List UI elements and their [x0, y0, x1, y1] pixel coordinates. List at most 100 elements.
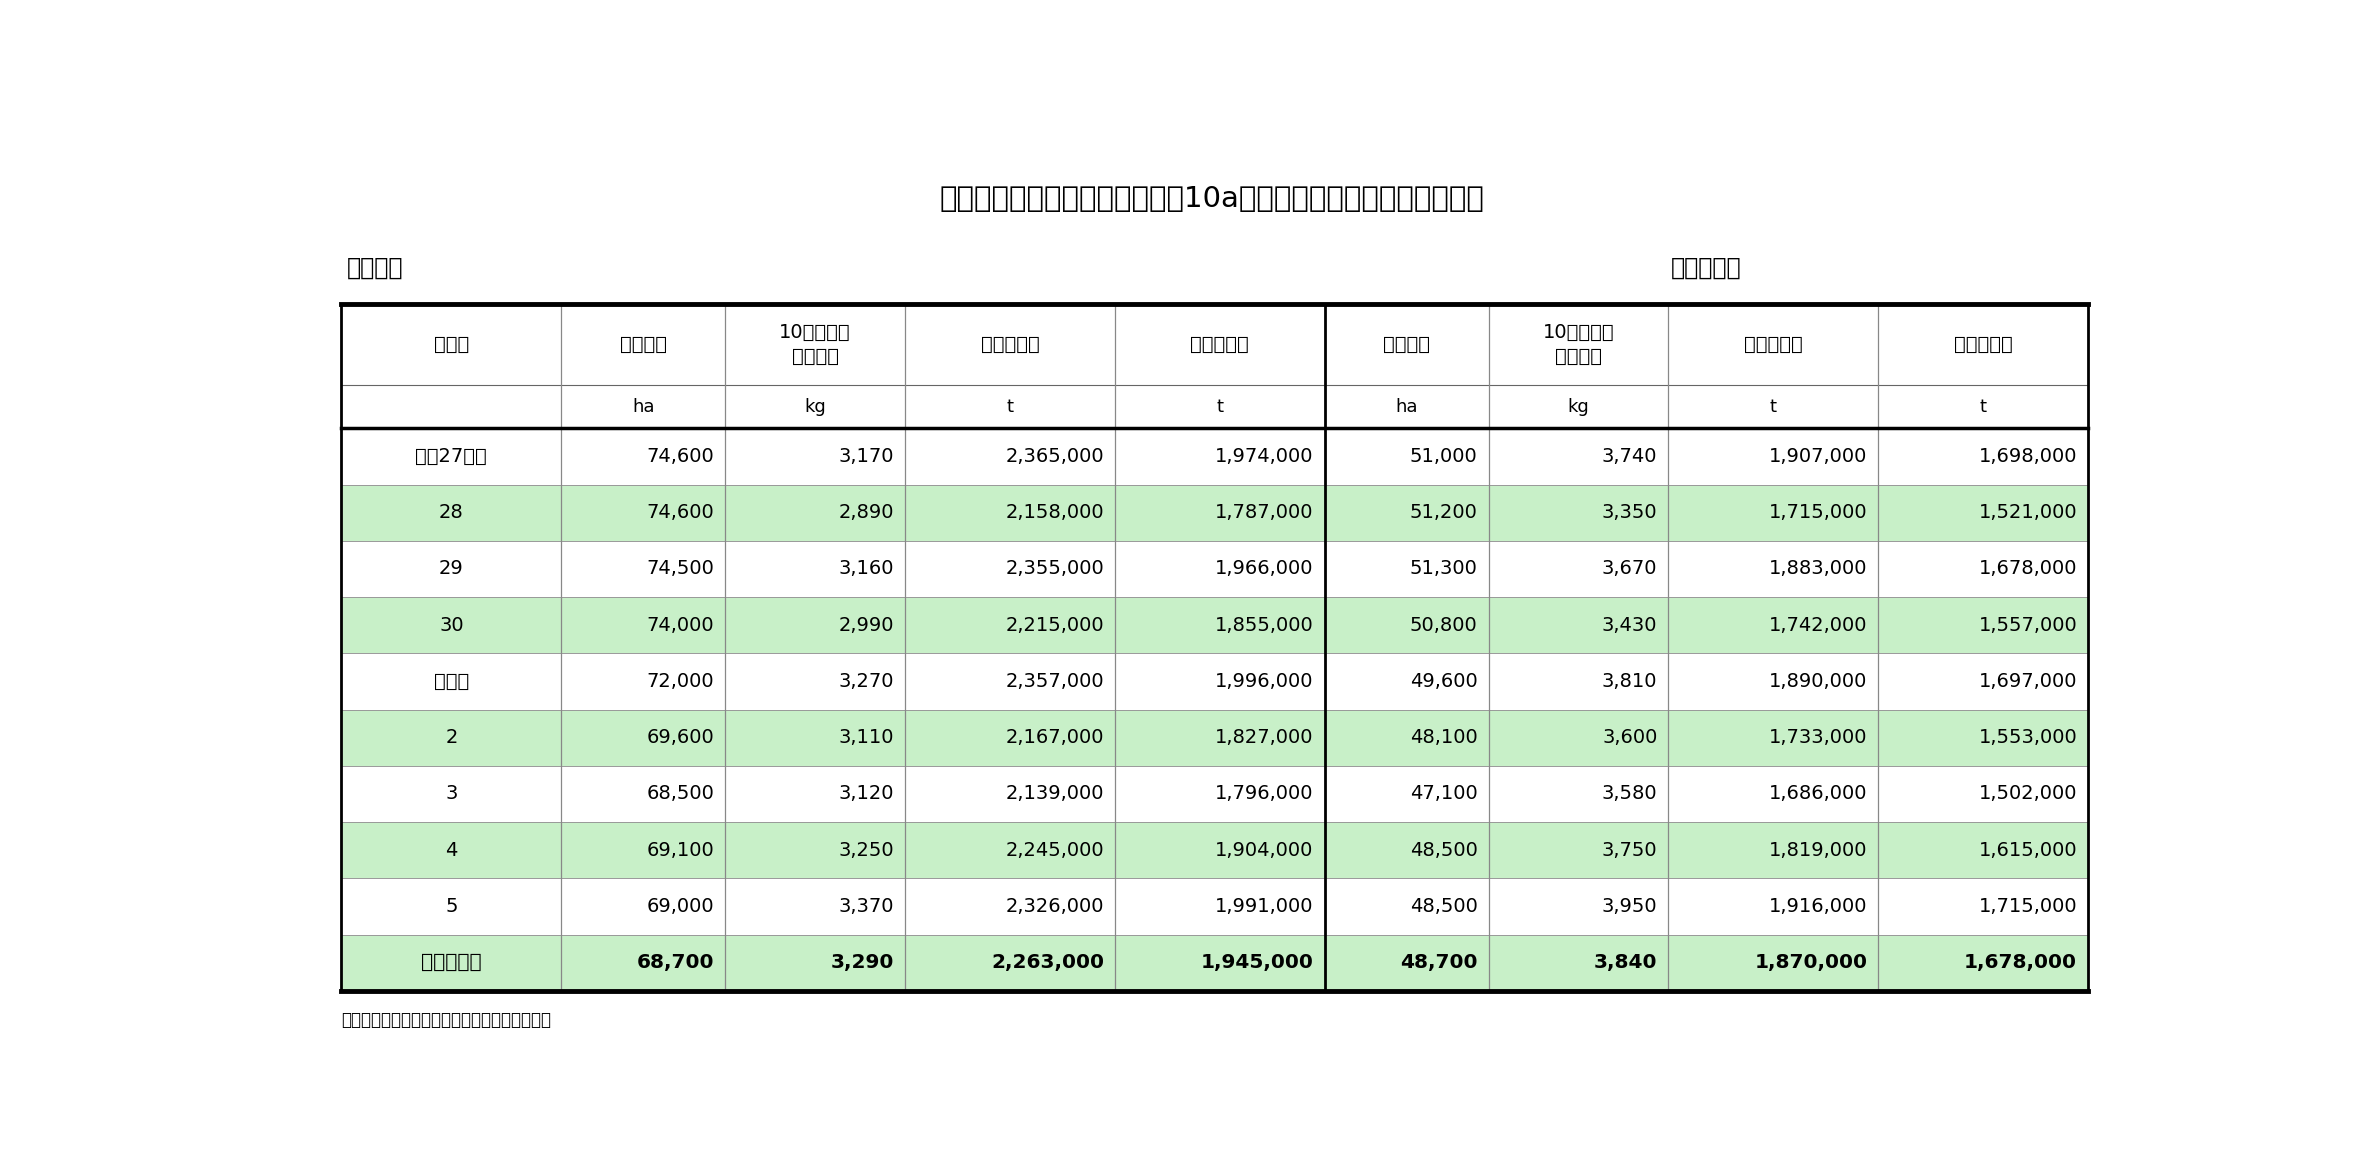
Text: 春植えばれいしょの作付面積、10a当たり収量、収穫量及び出荷量: 春植えばれいしょの作付面積、10a当たり収量、収穫量及び出荷量 — [939, 185, 1485, 213]
Text: 1,991,000: 1,991,000 — [1216, 897, 1313, 916]
Text: 74,600: 74,600 — [646, 503, 714, 523]
Text: 1,698,000: 1,698,000 — [1980, 447, 2076, 466]
Text: 3,670: 3,670 — [1601, 560, 1658, 579]
Text: 1,521,000: 1,521,000 — [1980, 503, 2076, 523]
Text: 1,890,000: 1,890,000 — [1769, 672, 1868, 691]
Text: 1,502,000: 1,502,000 — [1980, 784, 2076, 803]
Text: 2,245,000: 2,245,000 — [1005, 841, 1104, 859]
Text: t: t — [1216, 397, 1223, 416]
Text: 2,263,000: 2,263,000 — [991, 953, 1104, 973]
Text: 作付面積: 作付面積 — [620, 336, 667, 354]
Bar — [341, 710, 2088, 766]
Text: 3,120: 3,120 — [840, 784, 894, 803]
Text: t: t — [1980, 397, 1987, 416]
Text: 年　産: 年 産 — [433, 336, 468, 354]
Text: 出　荷　量: 出 荷 量 — [1953, 336, 2013, 354]
Text: 3,160: 3,160 — [840, 560, 894, 579]
Text: 1,686,000: 1,686,000 — [1769, 784, 1868, 803]
Text: kg: kg — [1568, 397, 1589, 416]
Text: 1,945,000: 1,945,000 — [1201, 953, 1313, 973]
Text: 51,300: 51,300 — [1410, 560, 1478, 579]
Text: 68,700: 68,700 — [636, 953, 714, 973]
Text: t: t — [1769, 397, 1776, 416]
Text: 48,500: 48,500 — [1410, 897, 1478, 916]
Text: 3,270: 3,270 — [840, 672, 894, 691]
Text: 1,715,000: 1,715,000 — [1980, 897, 2076, 916]
Text: ２　北海道: ２ 北海道 — [1672, 256, 1741, 281]
Text: １　全国: １ 全国 — [348, 256, 404, 281]
Text: 48,700: 48,700 — [1400, 953, 1478, 973]
Text: 令和元: 令和元 — [433, 672, 468, 691]
Text: 1,883,000: 1,883,000 — [1769, 560, 1868, 579]
Text: 1,904,000: 1,904,000 — [1216, 841, 1313, 859]
Text: 28: 28 — [440, 503, 464, 523]
Text: 1,615,000: 1,615,000 — [1980, 841, 2076, 859]
Text: 1,907,000: 1,907,000 — [1769, 447, 1868, 466]
Text: 1,966,000: 1,966,000 — [1216, 560, 1313, 579]
Text: 1,697,000: 1,697,000 — [1980, 672, 2076, 691]
Text: 1,870,000: 1,870,000 — [1755, 953, 1868, 973]
Text: 2,167,000: 2,167,000 — [1005, 728, 1104, 747]
Text: 2,365,000: 2,365,000 — [1005, 447, 1104, 466]
Text: 2,890: 2,890 — [840, 503, 894, 523]
Bar — [341, 485, 2088, 541]
Text: 1,678,000: 1,678,000 — [1980, 560, 2076, 579]
Text: ha: ha — [631, 397, 655, 416]
Text: 1,715,000: 1,715,000 — [1769, 503, 1868, 523]
Text: 資料：農林水産省統計部「野菜生産出荷統計」: 資料：農林水産省統計部「野菜生産出荷統計」 — [341, 1011, 551, 1029]
Text: 1,787,000: 1,787,000 — [1216, 503, 1313, 523]
Text: 3,350: 3,350 — [1601, 503, 1658, 523]
Text: 69,100: 69,100 — [646, 841, 714, 859]
Text: 3: 3 — [445, 784, 456, 803]
Text: 48,500: 48,500 — [1410, 841, 1478, 859]
Text: ha: ha — [1395, 397, 1419, 416]
Text: ６（概数）: ６（概数） — [421, 953, 482, 973]
Text: 3,430: 3,430 — [1601, 616, 1658, 635]
Text: 1,827,000: 1,827,000 — [1216, 728, 1313, 747]
Text: 2,990: 2,990 — [840, 616, 894, 635]
Text: 3,290: 3,290 — [830, 953, 894, 973]
Text: 2,357,000: 2,357,000 — [1005, 672, 1104, 691]
Text: 1,553,000: 1,553,000 — [1980, 728, 2076, 747]
Text: 平成27年産: 平成27年産 — [416, 447, 487, 466]
Text: 50,800: 50,800 — [1410, 616, 1478, 635]
Text: 1,733,000: 1,733,000 — [1769, 728, 1868, 747]
Text: 3,600: 3,600 — [1601, 728, 1658, 747]
Text: 68,500: 68,500 — [646, 784, 714, 803]
Text: 3,110: 3,110 — [840, 728, 894, 747]
Text: 29: 29 — [440, 560, 464, 579]
Text: 1,996,000: 1,996,000 — [1216, 672, 1313, 691]
Text: 2,215,000: 2,215,000 — [1005, 616, 1104, 635]
Text: 1,678,000: 1,678,000 — [1965, 953, 2076, 973]
Text: 74,000: 74,000 — [646, 616, 714, 635]
Text: 69,000: 69,000 — [646, 897, 714, 916]
Text: 49,600: 49,600 — [1410, 672, 1478, 691]
Text: 74,600: 74,600 — [646, 447, 714, 466]
Text: 48,100: 48,100 — [1410, 728, 1478, 747]
Text: 収　穫　量: 収 穫 量 — [981, 336, 1038, 354]
Text: 3,810: 3,810 — [1601, 672, 1658, 691]
Text: 1,742,000: 1,742,000 — [1769, 616, 1868, 635]
Text: 3,950: 3,950 — [1601, 897, 1658, 916]
Text: 51,000: 51,000 — [1410, 447, 1478, 466]
Text: 2,355,000: 2,355,000 — [1005, 560, 1104, 579]
Text: 30: 30 — [440, 616, 464, 635]
Text: 3,250: 3,250 — [840, 841, 894, 859]
Text: 3,370: 3,370 — [840, 897, 894, 916]
Bar — [341, 597, 2088, 653]
Text: 3,840: 3,840 — [1594, 953, 1658, 973]
Text: 47,100: 47,100 — [1410, 784, 1478, 803]
Text: 74,500: 74,500 — [646, 560, 714, 579]
Text: 1,819,000: 1,819,000 — [1769, 841, 1868, 859]
Text: 69,600: 69,600 — [646, 728, 714, 747]
Text: 1,796,000: 1,796,000 — [1216, 784, 1313, 803]
Text: 72,000: 72,000 — [646, 672, 714, 691]
Text: 10ａ当たり
収　　量: 10ａ当たり 収 量 — [780, 324, 851, 366]
Bar — [341, 935, 2088, 991]
Text: 5: 5 — [445, 897, 456, 916]
Text: 2,158,000: 2,158,000 — [1005, 503, 1104, 523]
Text: t: t — [1007, 397, 1015, 416]
Text: 1,916,000: 1,916,000 — [1769, 897, 1868, 916]
Text: 収　穫　量: 収 穫 量 — [1743, 336, 1802, 354]
Text: 10ａ当たり
収　　量: 10ａ当たり 収 量 — [1542, 324, 1615, 366]
